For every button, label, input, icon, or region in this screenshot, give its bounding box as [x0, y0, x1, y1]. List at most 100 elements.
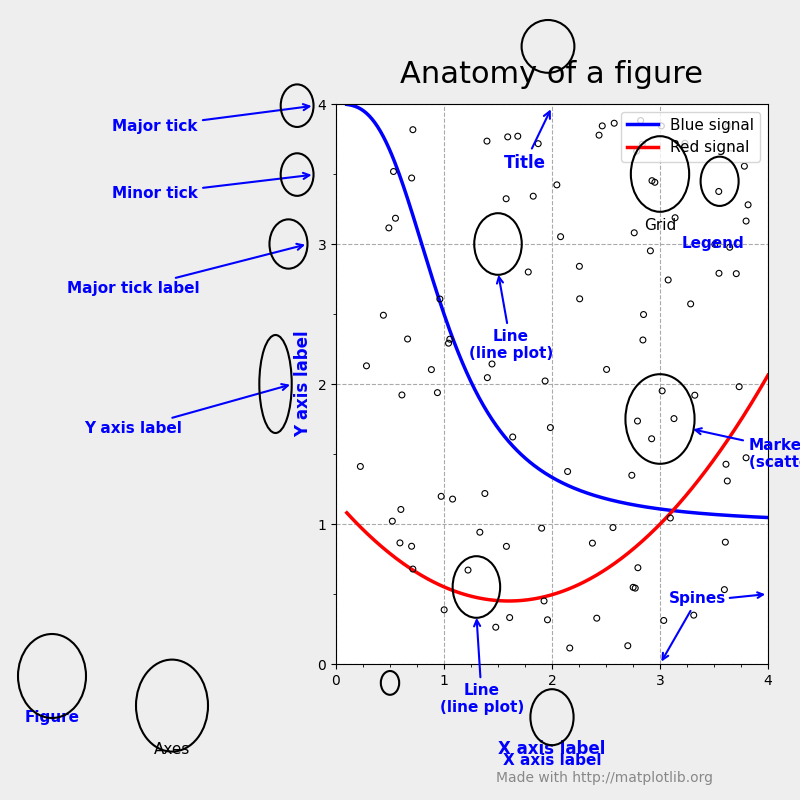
Point [425, 363, 438, 376]
Point [636, 138, 649, 150]
Line: Red signal: Red signal [347, 375, 768, 601]
Point [644, 245, 657, 258]
Blue signal [593, 491, 602, 501]
Point [712, 185, 725, 198]
Point [405, 540, 418, 553]
Point [719, 536, 732, 549]
Text: Major tick label: Major tick label [66, 244, 303, 296]
Point [354, 460, 366, 473]
Point [406, 562, 419, 575]
Text: Minor tick: Minor tick [112, 173, 310, 201]
Text: Line
(line plot): Line (line plot) [469, 277, 553, 361]
Point [725, 142, 738, 154]
Point [474, 526, 486, 538]
Point [395, 389, 408, 402]
Point [442, 337, 455, 350]
Text: X axis label: X axis label [502, 753, 602, 768]
Text: Made with http://matplotlib.org: Made with http://matplotlib.org [496, 771, 713, 786]
Point [629, 582, 642, 594]
Point [634, 114, 647, 127]
Text: Legend: Legend [682, 237, 744, 251]
Point [722, 119, 734, 132]
Point [573, 260, 586, 273]
Point [522, 266, 534, 278]
Point [389, 212, 402, 225]
Point [669, 211, 682, 224]
Text: Grid: Grid [644, 218, 676, 233]
Point [630, 145, 643, 158]
Point [443, 333, 456, 346]
Blue signal [342, 100, 352, 110]
Text: Spines: Spines [662, 590, 726, 659]
Point [535, 522, 548, 534]
Red signal [763, 370, 773, 380]
Point [554, 230, 567, 243]
Point [721, 474, 734, 487]
Point [446, 493, 459, 506]
Text: Major tick: Major tick [112, 104, 310, 134]
Point [719, 458, 732, 470]
Point [538, 374, 551, 387]
Text: Figure: Figure [25, 710, 79, 725]
Point [622, 639, 634, 652]
Point [532, 138, 545, 150]
Point [434, 490, 447, 502]
Point [434, 293, 446, 306]
Point [486, 358, 498, 370]
Red signal [698, 469, 708, 478]
Title: Anatomy of a figure: Anatomy of a figure [401, 60, 703, 89]
Point [733, 380, 746, 393]
Point [626, 581, 639, 594]
Point [506, 430, 519, 443]
X-axis label: X axis label: X axis label [498, 741, 606, 758]
Point [538, 594, 550, 607]
Point [684, 298, 697, 310]
Point [656, 385, 669, 398]
Text: Axes: Axes [154, 742, 190, 757]
Blue signal [591, 491, 601, 501]
Point [649, 176, 662, 189]
Text: Line
(line plot): Line (line plot) [440, 620, 524, 715]
Point [387, 165, 400, 178]
Line: Blue signal: Blue signal [347, 105, 768, 518]
Point [394, 537, 406, 550]
Point [738, 160, 750, 173]
Point [593, 129, 606, 142]
Point [386, 514, 398, 527]
Point [527, 190, 540, 202]
Point [561, 465, 574, 478]
Point [394, 503, 407, 516]
Point [628, 226, 641, 239]
Point [740, 214, 753, 227]
Point [631, 562, 644, 574]
Point [631, 414, 644, 427]
Point [688, 389, 701, 402]
Text: Title: Title [504, 111, 550, 172]
Point [478, 487, 491, 500]
Point [401, 333, 414, 346]
Point [360, 359, 373, 372]
Point [406, 171, 418, 184]
Blue signal [724, 510, 734, 520]
Point [550, 178, 563, 191]
Point [646, 174, 658, 187]
Point [438, 603, 450, 616]
Point [502, 130, 514, 143]
Point [667, 412, 680, 425]
Blue signal [697, 509, 706, 518]
Point [490, 621, 502, 634]
Point [431, 386, 444, 399]
Point [687, 609, 700, 622]
Red signal [594, 569, 604, 578]
Point [563, 642, 576, 654]
Red signal [593, 570, 602, 579]
Point [740, 451, 753, 464]
Blue signal [343, 100, 353, 110]
Point [596, 119, 609, 132]
Blue signal [763, 513, 773, 522]
Point [511, 130, 524, 142]
Point [500, 540, 513, 553]
Text: Y axis label: Y axis label [84, 384, 288, 436]
Point [709, 238, 722, 250]
Point [626, 469, 638, 482]
